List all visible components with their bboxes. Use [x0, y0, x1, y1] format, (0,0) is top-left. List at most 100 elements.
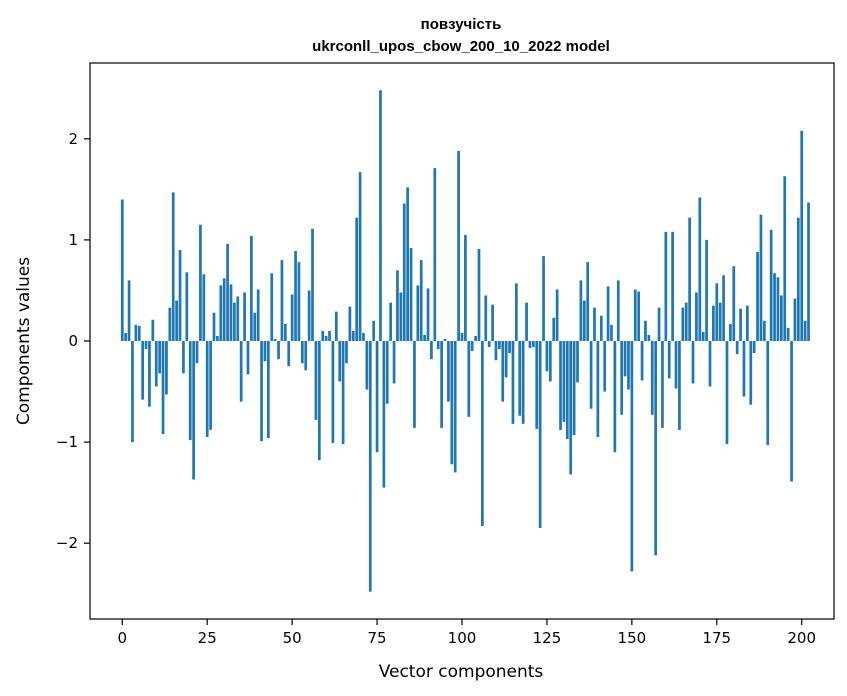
bar-4 — [134, 324, 138, 341]
bar-151 — [633, 289, 637, 341]
bar-80 — [392, 341, 396, 384]
bar-22 — [195, 341, 199, 364]
bar-36 — [243, 292, 246, 341]
bar-127 — [552, 317, 556, 341]
bar-128 — [555, 289, 559, 341]
bar-28 — [216, 335, 219, 341]
bar-130 — [562, 341, 566, 422]
bar-165 — [681, 307, 685, 341]
bar-75 — [375, 341, 379, 453]
bar-113 — [504, 341, 508, 378]
bar-153 — [640, 341, 644, 381]
bar-105 — [477, 249, 481, 341]
bar-41 — [260, 341, 263, 442]
plot-frame — [89, 62, 835, 620]
x-tick-label-0: 0 — [118, 629, 128, 647]
bar-69 — [355, 217, 359, 341]
bar-184 — [746, 305, 749, 341]
bar-20 — [188, 341, 192, 441]
bar-66 — [345, 341, 348, 364]
bar-88 — [419, 260, 423, 341]
bar-78 — [385, 341, 389, 404]
bar-17 — [178, 250, 182, 341]
bar-188 — [759, 214, 763, 341]
bar-175 — [715, 283, 719, 341]
bar-7 — [144, 341, 148, 350]
bar-171 — [701, 331, 705, 341]
bar-180 — [732, 266, 736, 341]
bar-63 — [334, 311, 338, 341]
bar-137 — [586, 262, 590, 341]
bar-98 — [453, 341, 457, 473]
bar-149 — [627, 341, 630, 390]
bar-138 — [589, 341, 593, 409]
bar-202 — [807, 202, 810, 341]
bar-147 — [620, 341, 624, 415]
bar-44 — [270, 273, 274, 341]
bars-group — [120, 90, 810, 592]
bar-123 — [538, 341, 542, 529]
bar-25 — [205, 341, 209, 438]
bar-122 — [535, 341, 539, 429]
bar-155 — [647, 334, 651, 341]
bar-29 — [219, 285, 223, 341]
bar-65 — [341, 341, 345, 445]
bar-157 — [654, 341, 657, 556]
bar-34 — [236, 296, 240, 341]
bar-0 — [120, 199, 124, 341]
bar-104 — [474, 335, 477, 341]
bar-3 — [131, 341, 134, 443]
y-tick-label--1: −1 — [56, 433, 78, 451]
bar-135 — [579, 280, 583, 341]
bar-164 — [678, 341, 681, 430]
bar-70 — [358, 172, 362, 341]
bar-160 — [664, 231, 668, 341]
bar-30 — [222, 278, 226, 341]
bar-126 — [548, 341, 552, 382]
x-tick-label-200: 200 — [787, 629, 816, 647]
bar-32 — [229, 284, 233, 341]
chart-title: повзучість — [421, 16, 502, 33]
bar-196 — [786, 327, 790, 341]
bar-48 — [283, 323, 287, 341]
y-tick-label-2: 2 — [68, 130, 78, 148]
bar-51 — [294, 251, 297, 341]
bar-181 — [735, 341, 739, 355]
bar-166 — [684, 302, 688, 341]
bar-33 — [233, 302, 236, 341]
bar-193 — [776, 277, 780, 341]
bar-192 — [773, 273, 776, 341]
x-axis-ticks: 0 25 50 75 100 125 150 175 200 — [118, 619, 816, 647]
bar-131 — [565, 341, 569, 440]
bar-21 — [192, 341, 195, 480]
bar-136 — [582, 300, 586, 341]
bar-117 — [518, 341, 522, 416]
bar-95 — [443, 338, 447, 341]
bar-179 — [729, 323, 732, 341]
bar-140 — [596, 341, 600, 438]
bar-120 — [528, 341, 532, 349]
bar-169 — [695, 292, 698, 341]
bar-58 — [317, 341, 321, 461]
bar-125 — [545, 341, 549, 372]
bar-61 — [328, 330, 331, 341]
bar-42 — [263, 341, 267, 362]
bar-106 — [481, 341, 484, 526]
bar-159 — [661, 341, 664, 428]
bar-107 — [484, 295, 488, 341]
bar-83 — [402, 203, 406, 341]
bar-197 — [790, 341, 793, 482]
x-tick-label-125: 125 — [533, 629, 562, 647]
bar-154 — [644, 320, 647, 341]
x-tick-label-175: 175 — [702, 629, 731, 647]
bar-67 — [348, 306, 352, 341]
bar-57 — [314, 341, 318, 420]
bar-59 — [321, 330, 325, 341]
bar-39 — [253, 312, 257, 341]
bar-71 — [362, 332, 365, 341]
bar-89 — [423, 334, 426, 341]
bar-93 — [436, 341, 440, 350]
bar-10 — [154, 341, 158, 387]
bar-183 — [742, 341, 746, 397]
